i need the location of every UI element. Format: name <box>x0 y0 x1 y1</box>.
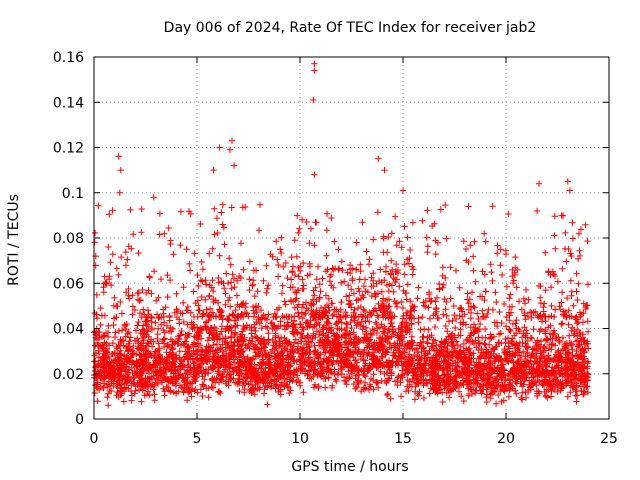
y-tick-label: 0.06 <box>53 276 84 292</box>
x-axis-label: GPS time / hours <box>291 459 408 475</box>
y-tick-label: 0.1 <box>62 186 84 202</box>
y-axis-label: ROTI / TECUs <box>6 194 22 286</box>
x-tick-label: 15 <box>394 431 412 447</box>
x-tick-label: 10 <box>291 431 309 447</box>
data-points <box>90 60 592 409</box>
grid <box>94 57 609 419</box>
x-tick-label: 25 <box>600 431 618 447</box>
y-tick-label: 0.04 <box>53 322 84 338</box>
y-tick-label: 0.16 <box>53 50 84 66</box>
chart-title: Day 006 of 2024, Rate Of TEC Index for r… <box>164 20 537 36</box>
y-tick-label: 0.08 <box>53 231 84 247</box>
x-tick-label: 5 <box>193 431 202 447</box>
y-tick-label: 0.12 <box>53 141 84 157</box>
y-tick-label: 0 <box>75 412 84 428</box>
y-tick-label: 0.02 <box>53 367 84 383</box>
y-tick-label: 0.14 <box>53 95 84 111</box>
axes: 0 0.02 0.04 0.06 0.08 0.1 0.12 0.14 0.16 0 5 10 15 20… <box>53 50 618 447</box>
roti-series-markers <box>90 60 592 409</box>
x-tick-label: 0 <box>90 431 99 447</box>
x-tick-label: 20 <box>497 431 515 447</box>
